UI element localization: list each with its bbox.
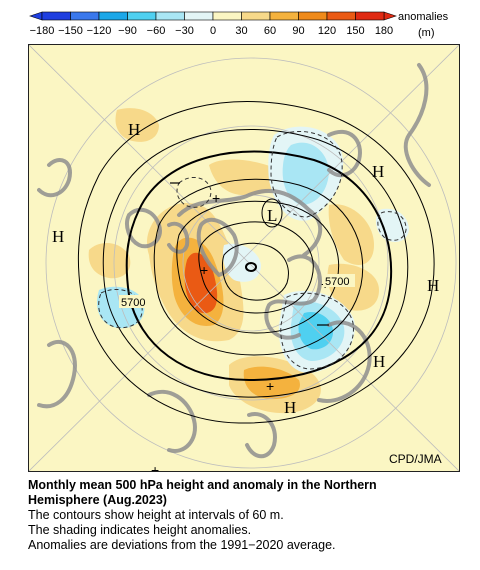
colorbar-cell — [184, 11, 214, 21]
coast-west-na — [37, 158, 72, 198]
center-plus-6: + — [151, 462, 159, 471]
colorbar-cell — [269, 11, 299, 21]
caption-line-3: Anomalies are deviations from the 1991−2… — [28, 538, 336, 552]
coast-north-america — [264, 254, 322, 340]
contour-inner-3 — [198, 221, 314, 314]
colorbar-tick-label: −90 — [118, 25, 137, 37]
colorbar-cell — [155, 11, 185, 21]
coast-southwest — [37, 339, 77, 409]
colorbar-arrow-high — [383, 11, 397, 21]
colorbar-unit-sub: (m) — [418, 27, 435, 39]
colorbar-tick-label: 0 — [210, 25, 216, 37]
colorbar-cells — [29, 11, 397, 21]
coast-greenland — [196, 217, 239, 277]
center-plus-4: + — [266, 378, 274, 394]
colorbar-cell — [212, 11, 242, 21]
high-marker-3: H — [52, 227, 64, 246]
contour-inner-2 — [176, 200, 340, 334]
colorbar-cell — [41, 11, 71, 21]
caption-title-line1: Monthly mean 500 hPa height and anomaly … — [28, 478, 377, 492]
anomaly-warm-america — [328, 204, 374, 265]
colorbar-tick-label: −150 — [58, 25, 83, 37]
polar-stereographic-map: H H H H H H L + + + + + + 5700 5700 CPD/… — [29, 45, 459, 471]
anomaly-cold-arctic — [222, 243, 261, 282]
anomaly-zero-lines — [98, 130, 407, 370]
contour-label-5700-east: 5700 — [325, 276, 349, 288]
caption-title: Monthly mean 500 hPa height and anomaly … — [28, 478, 468, 553]
low-marker-1: L — [267, 206, 277, 225]
anomaly-cold-pacific-core — [298, 311, 334, 350]
colorbar-tick-label: −60 — [147, 25, 166, 37]
dash-pacific — [280, 292, 354, 370]
colorbar-tick-labels: −180 −150 −120 −90 −60 −30 0 30 60 90 120 150 180 — [30, 25, 394, 37]
caption-title-line2: Hemisphere (Aug.2023) — [28, 493, 167, 507]
anomaly-cold-siberia-core — [282, 142, 329, 205]
anomaly-cold-east — [375, 208, 409, 242]
anomaly-warm-north-siberia — [209, 159, 280, 196]
colorbar-tick-label: 150 — [346, 25, 364, 37]
colorbar-tick-label: 60 — [264, 25, 276, 37]
colorbar-cell — [298, 11, 328, 21]
colorbar-tick-label: 30 — [235, 25, 247, 37]
colorbar-arrow-low — [29, 11, 43, 21]
contour-siberia-low — [261, 198, 283, 228]
colorbar-cell — [241, 11, 271, 21]
contour-outer-2 — [102, 129, 409, 398]
contour-outer-1 — [77, 101, 435, 424]
colorbar-cell — [98, 11, 128, 21]
contour-labels: 5700 5700 — [119, 274, 355, 309]
anomaly-warm-atlantic — [88, 243, 131, 279]
center-plus-2: + — [200, 262, 208, 278]
colorbar-cell — [127, 11, 157, 21]
center-plus-1: + — [212, 190, 220, 206]
contour-inner-4 — [222, 242, 289, 301]
contour-pole-low — [245, 262, 257, 272]
coastlines — [37, 63, 431, 459]
high-marker-2: H — [372, 162, 384, 181]
dash-siberia — [270, 130, 343, 218]
high-marker-5: H — [373, 352, 385, 371]
coast-east-asia — [317, 320, 372, 403]
coast-arctic-east — [327, 129, 362, 178]
contour-label-5700-west: 5700 — [121, 297, 145, 309]
colorbar-cell — [70, 11, 100, 21]
colorbar-cell — [355, 11, 385, 21]
contour-inner-1 — [153, 178, 364, 356]
coast-africa — [147, 389, 197, 453]
colorbar-cell — [326, 11, 356, 21]
caption-line-1: The contours show height at intervals of… — [28, 508, 284, 522]
graticule — [29, 45, 459, 471]
colorbar-tick-label: −120 — [87, 25, 112, 37]
coast-scandinavia — [167, 221, 190, 254]
coast-india — [245, 412, 277, 459]
anomaly-colorbar: −180 −150 −120 −90 −60 −30 0 30 60 90 120 150 180 an… — [29, 11, 449, 39]
anomaly-warm-high-lat — [115, 108, 159, 142]
colorbar-unit-label: anomalies — [398, 11, 449, 23]
colorbar-tick-label: 90 — [292, 25, 304, 37]
polar-map-panel: H H H H H H L + + + + + + 5700 5700 CPD/… — [28, 44, 460, 472]
high-marker-6: H — [284, 398, 296, 417]
coast-far-east — [403, 63, 431, 187]
high-marker-4: H — [427, 276, 439, 295]
colorbar-tick-label: −180 — [30, 25, 55, 37]
dash-east — [377, 211, 407, 241]
coast-europe — [125, 207, 162, 249]
anomaly-warm-asia-core — [243, 366, 300, 400]
coast-eurasia-north — [177, 189, 323, 257]
caption-line-2: The shading indicates height anomalies. — [28, 523, 252, 537]
colorbar-tick-label: 180 — [375, 25, 393, 37]
colorbar-tick-label: −30 — [175, 25, 194, 37]
colorbar-tick-label: 120 — [318, 25, 336, 37]
credit-label: CPD/JMA — [389, 452, 442, 466]
high-marker-1: H — [128, 120, 140, 139]
dash-greenland — [176, 176, 212, 208]
